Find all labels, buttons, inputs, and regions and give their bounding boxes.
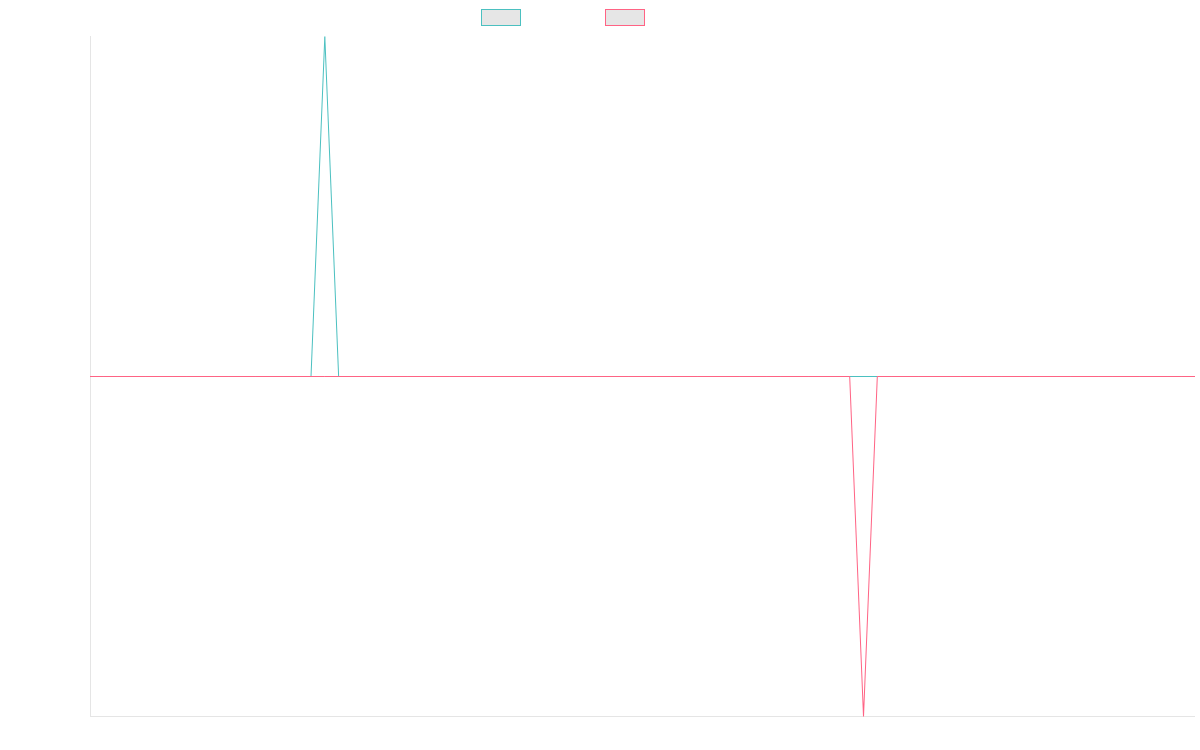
series-1 <box>90 36 1195 377</box>
legend-swatch-1[interactable] <box>481 9 521 26</box>
legend <box>481 9 645 26</box>
series-layer <box>90 36 1195 717</box>
legend-swatch-2[interactable] <box>605 9 645 26</box>
series-2 <box>90 376 1195 717</box>
series-2-segment <box>849 376 864 717</box>
series-1-segment <box>310 36 326 377</box>
series-1-segment <box>324 36 340 377</box>
series-2-segment <box>863 376 878 717</box>
